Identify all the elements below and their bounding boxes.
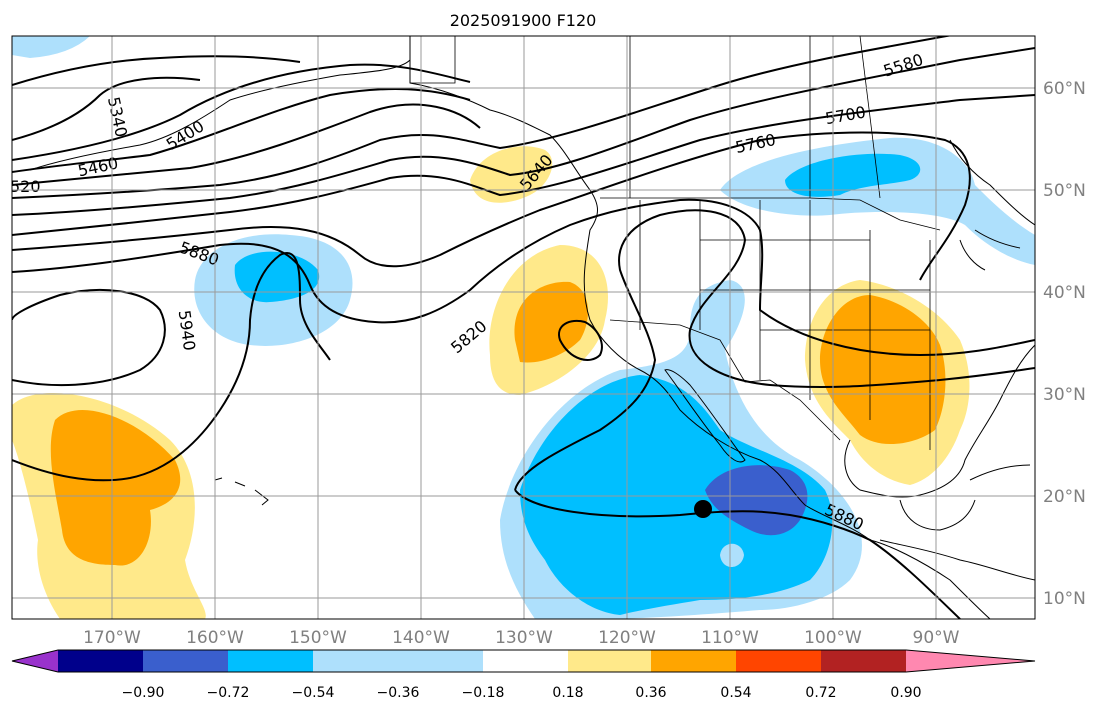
lat-label: 30°N — [1043, 385, 1086, 405]
lat-label: 40°N — [1043, 283, 1086, 303]
colorbar — [11, 649, 1036, 673]
lon-label: 150°W — [289, 628, 347, 648]
colorbar-segment — [568, 650, 651, 672]
anomaly-neg-mexico-strong — [705, 465, 808, 536]
contour-5880-south — [514, 489, 961, 619]
colorbar-extend-low — [12, 650, 58, 672]
central-america — [879, 539, 1035, 581]
colorbar-segment — [821, 650, 906, 672]
contour-5940 — [12, 289, 166, 387]
anomaly-hole — [720, 543, 744, 568]
anomaly-neg-mexico — [520, 375, 833, 615]
colorbar-ticks: −0.90 −0.72 −0.54 −0.36 −0.18 0.18 0.36 … — [122, 685, 922, 701]
contour-5820 — [12, 198, 1035, 357]
contour-label: 520 — [10, 177, 41, 196]
great-lakes — [949, 139, 1035, 271]
longitude-labels: 170°W 160°W 150°W 140°W 130°W 120°W 110°… — [83, 628, 960, 648]
aleutian-islands — [29, 59, 411, 171]
colorbar-segment — [313, 650, 398, 672]
colorbar-segment — [651, 650, 736, 672]
baja-california — [664, 369, 746, 463]
colorbar-segment — [228, 650, 313, 672]
contour-5760 — [12, 131, 971, 281]
contour-5400 — [12, 63, 471, 161]
contour-5880-west — [12, 252, 331, 482]
anomaly-neg-canada — [785, 153, 921, 197]
height-contours — [12, 36, 1035, 619]
colorbar-tick-label: −0.54 — [292, 685, 335, 701]
colorbar-tick-label: 0.90 — [890, 685, 921, 701]
colorbar-tick-label: −0.90 — [122, 685, 165, 701]
lon-label: 120°W — [598, 628, 656, 648]
contour-5880-east — [514, 209, 1035, 491]
graticule — [12, 36, 1035, 619]
contour-5580 — [12, 36, 953, 199]
lon-label: 170°W — [83, 628, 141, 648]
storm-center-dot — [694, 500, 712, 518]
contour-5700 — [12, 94, 1035, 236]
lon-label: 100°W — [804, 628, 862, 648]
colorbar-tick-label: −0.18 — [462, 685, 505, 701]
colorbar-segment — [143, 650, 228, 672]
colorbar-segment — [58, 650, 143, 672]
contour-5340-top — [12, 55, 301, 86]
lat-label: 10°N — [1043, 589, 1086, 609]
lon-label: 130°W — [495, 628, 553, 648]
figure-title: 2025091900 F120 — [450, 11, 597, 30]
contour-5640 — [12, 47, 1035, 216]
contour-5460 — [12, 87, 471, 173]
lat-label: 50°N — [1043, 181, 1086, 201]
anomaly-pos-sw — [50, 409, 181, 566]
lat-label: 20°N — [1043, 487, 1086, 507]
hawaii — [214, 477, 269, 506]
latitude-labels: 60°N 50°N 40°N 30°N 20°N 10°N — [1043, 79, 1086, 609]
lon-label: 140°W — [392, 628, 450, 648]
colorbar-outline — [11, 649, 1036, 673]
colorbar-segment — [736, 650, 821, 672]
colorbar-extend-high — [906, 650, 1035, 672]
colorbar-segment — [398, 650, 483, 672]
colorbar-tick-label: 0.36 — [635, 685, 666, 701]
lat-label: 60°N — [1043, 79, 1086, 99]
colorbar-tick-label: −0.36 — [377, 685, 420, 701]
colorbar-tick-label: 0.54 — [720, 685, 751, 701]
colorbar-tick-label: −0.72 — [207, 685, 250, 701]
anomaly-fields — [12, 36, 1035, 619]
anomaly-pos-gulf — [820, 295, 946, 445]
map-area: 5340 5400 5460 520 5580 5640 5700 5760 5… — [10, 36, 1035, 619]
contour-520 — [12, 103, 481, 186]
yucatan-cuba — [899, 464, 1031, 531]
anomaly-neg-nw — [12, 36, 90, 58]
colorbar-tick-label: 0.72 — [805, 685, 836, 701]
colorbar-tick-label: 0.18 — [552, 685, 583, 701]
colorbar-segment — [483, 650, 568, 672]
lon-label: 90°W — [913, 628, 960, 648]
lon-label: 160°W — [186, 628, 244, 648]
contour-low-california — [558, 320, 603, 361]
gulf-coast — [844, 344, 1035, 498]
map-frame — [11, 35, 1036, 620]
lon-label: 110°W — [701, 628, 759, 648]
canada-border — [410, 36, 941, 231]
anomaly-pos-california — [514, 281, 589, 363]
contour-5340 — [12, 76, 201, 141]
